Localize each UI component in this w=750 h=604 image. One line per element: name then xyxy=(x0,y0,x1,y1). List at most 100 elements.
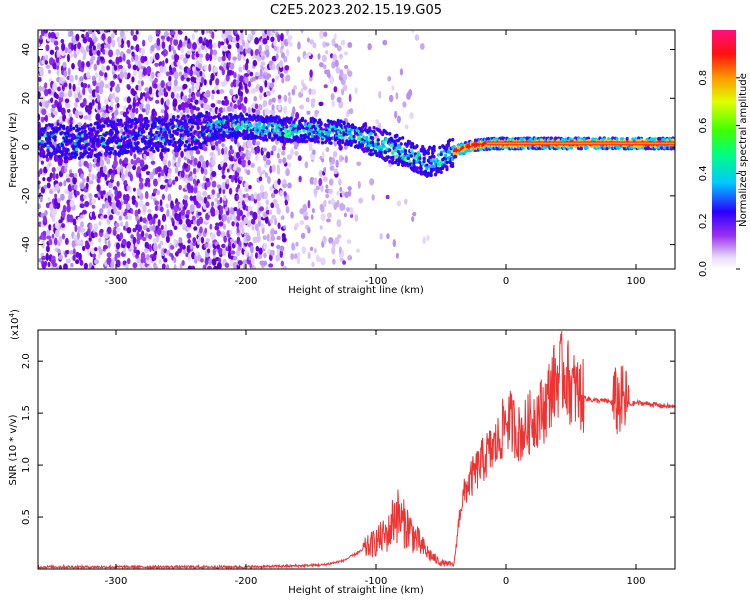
spectrogram-ridge-cell xyxy=(43,142,47,147)
spectrogram-cell xyxy=(159,151,164,160)
spectrogram-ridge-cell xyxy=(90,132,94,136)
spectrogram-cell xyxy=(250,193,255,202)
spectrogram-cell xyxy=(61,42,66,52)
spectrogram-ridge-cell xyxy=(120,151,124,156)
spectrogram-cell xyxy=(192,237,197,243)
spectrogram-cell xyxy=(173,225,178,231)
spectrogram-cell xyxy=(92,253,97,258)
spectrogram-cell xyxy=(223,152,229,160)
spectrogram-cell xyxy=(159,199,163,207)
spectrogram-cell xyxy=(173,30,177,32)
spectrogram-ridge-cell xyxy=(273,119,277,124)
spectrogram-cell xyxy=(186,222,192,228)
spectrogram-cell xyxy=(255,109,261,117)
spectrogram-cell xyxy=(186,232,192,239)
spectrogram-cell xyxy=(96,43,102,50)
spectrogram-ridge-cell xyxy=(443,153,448,158)
spectrogram-ridge-cell xyxy=(591,137,595,142)
spectrogram-cell xyxy=(152,237,158,245)
spectrogram-cell xyxy=(44,60,48,65)
spectrogram-cell xyxy=(322,235,327,244)
spectrogram-cell xyxy=(203,97,208,104)
spectrogram-cell xyxy=(63,263,68,269)
spectrogram-cell xyxy=(63,179,67,187)
spectrogram-cell xyxy=(203,168,208,176)
spectrogram-cell xyxy=(349,213,354,218)
spectrogram-cell xyxy=(82,86,86,96)
spectrogram-cell xyxy=(329,165,335,171)
spectrogram-cell xyxy=(144,232,149,239)
spectrogram-ridge-cell xyxy=(429,161,433,165)
spectrogram-cell xyxy=(81,61,85,69)
spectrogram-ridge-cell xyxy=(386,155,390,159)
spectrogram-cell xyxy=(231,37,237,43)
spectrogram-cell xyxy=(275,254,281,260)
spectrogram-ridge-cell xyxy=(445,167,449,172)
spectrogram-cell xyxy=(304,54,308,60)
spectrogram-ridge-cell xyxy=(242,117,246,121)
spectrogram-ridge-cell xyxy=(290,138,295,143)
spectrogram-cell xyxy=(244,42,250,50)
spectrogram-cell xyxy=(157,72,161,78)
spectrogram-cell xyxy=(287,182,292,189)
spectrogram-cell xyxy=(172,179,176,185)
spectrogram-cell xyxy=(135,249,141,256)
spectrogram-cell xyxy=(320,205,325,213)
spectrogram-cell xyxy=(265,49,270,58)
spectrogram-cell xyxy=(241,200,245,207)
spectrogram-cell xyxy=(331,38,336,47)
spectrogram-cell xyxy=(168,44,172,53)
spectrogram-cell xyxy=(318,62,324,68)
spectrogram-cell xyxy=(141,108,146,113)
spectrogram-cell xyxy=(48,32,52,39)
spectrogram-cell xyxy=(307,199,311,209)
spectrogram-cell xyxy=(137,60,142,68)
spectrogram-ridge-cell xyxy=(80,130,84,134)
spectrogram-cell xyxy=(223,235,227,243)
spectrogram-cell xyxy=(258,176,263,182)
spectrogram-cell xyxy=(243,264,247,269)
spectrogram-ridge-cell xyxy=(40,132,44,137)
spectrogram-cell xyxy=(87,227,91,236)
spectrogram-cell xyxy=(242,105,247,114)
spectrogram-cell xyxy=(79,259,84,266)
spectrogram-ridge-cell xyxy=(146,119,150,124)
spectrogram-cell xyxy=(187,38,191,44)
spectrogram-cell xyxy=(135,157,141,164)
spectrogram-ridge-cell xyxy=(185,140,189,144)
spectrogram-cell xyxy=(233,103,238,109)
spectrogram-cell xyxy=(219,197,223,204)
spectrogram-cell xyxy=(81,30,86,32)
spectrogram-ridge-cell xyxy=(393,143,398,148)
spectrogram-cell xyxy=(325,218,331,223)
spectrogram-cell xyxy=(92,45,97,51)
spectrogram-ridge-cell xyxy=(172,124,176,128)
spectrogram-cell xyxy=(55,229,60,238)
spectrogram-cell xyxy=(216,229,221,237)
spectrogram-cell xyxy=(263,252,267,259)
spectrogram-cell xyxy=(48,238,53,246)
spectrogram-cell xyxy=(404,198,408,205)
spectrogram-cell xyxy=(49,147,53,153)
spectrogram-ridge-cell xyxy=(325,136,329,141)
spectrogram-cell xyxy=(342,204,346,211)
spectrogram-cell xyxy=(203,175,207,182)
spectrogram-cell xyxy=(231,212,236,220)
spectrogram-cell xyxy=(164,223,168,232)
spectrogram-cell xyxy=(102,244,108,250)
spectrogram-cell xyxy=(168,167,172,174)
spectrogram-cell xyxy=(108,59,113,64)
spectrogram-cell xyxy=(266,35,270,41)
spectrogram-cell xyxy=(207,111,211,117)
spectrogram-cell xyxy=(42,230,47,237)
spectrogram-cell xyxy=(94,72,99,78)
spectrogram-cell xyxy=(47,197,51,202)
spectrogram-cell xyxy=(150,44,155,52)
spectrogram-ridge-cell xyxy=(605,146,609,151)
spectrogram-cell xyxy=(321,151,325,159)
spectrogram-ridge-cell xyxy=(265,138,269,142)
spectrogram-cell xyxy=(221,143,225,148)
spectrogram-cell xyxy=(182,83,188,90)
spectrogram-ridge-cell xyxy=(376,138,380,142)
spectrogram-cell xyxy=(244,75,249,84)
